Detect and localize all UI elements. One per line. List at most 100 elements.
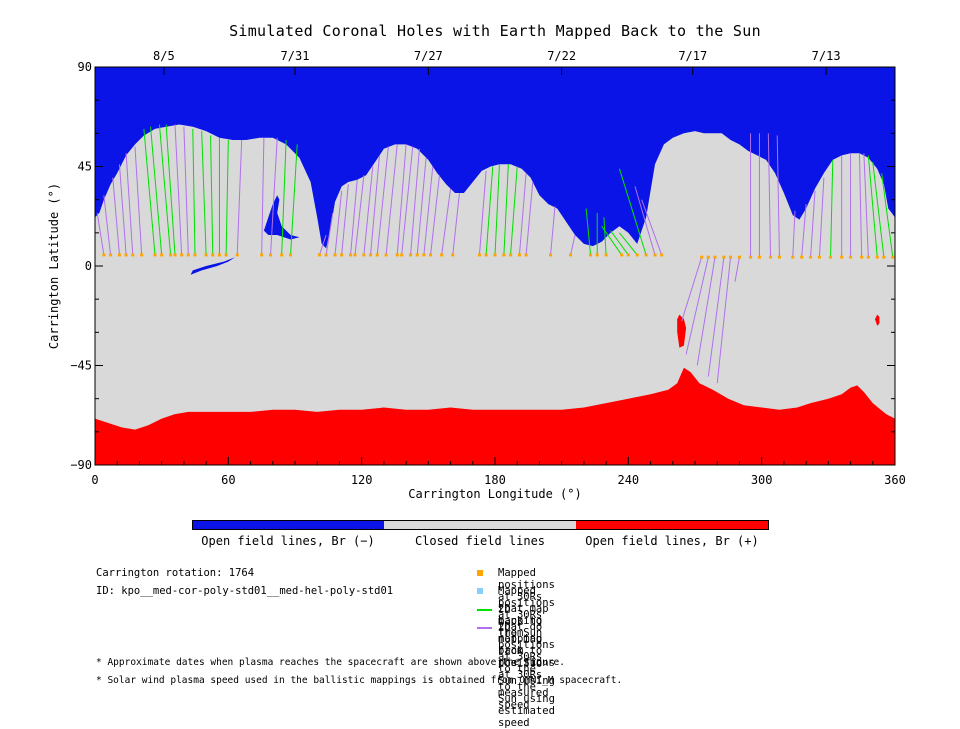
mapped-position-point xyxy=(502,253,506,257)
mapped-position-point xyxy=(280,253,284,257)
estimated-mapping-line xyxy=(818,177,825,258)
mapped-position-point xyxy=(849,255,853,259)
colorbar-frame xyxy=(192,520,769,530)
colorbar-label-open-negative: Open field lines, Br (−) xyxy=(201,534,375,548)
measured-mapping-line xyxy=(143,128,156,255)
mapped-position-point xyxy=(269,253,273,257)
mapped-position-point xyxy=(400,253,404,257)
estimated-mapping-line xyxy=(354,175,365,255)
mapped-position-point xyxy=(595,253,599,257)
estimated-mapping-line xyxy=(341,184,349,255)
colorbar-open-negative xyxy=(192,520,384,529)
measured-mapping-line xyxy=(830,159,834,258)
mapped-position-point xyxy=(153,253,157,257)
estimated-mapping-line xyxy=(112,177,120,255)
measured-mapping-line xyxy=(225,139,229,255)
measured-mapping-line xyxy=(867,155,878,258)
mapped-position-point xyxy=(875,255,879,259)
mapped-position-point xyxy=(117,253,121,257)
mapped-position-point xyxy=(817,255,821,259)
mapped-position-point xyxy=(749,255,753,259)
mapped-position-point xyxy=(660,253,664,257)
mapped-position-point xyxy=(635,253,639,257)
mapped-position-point xyxy=(124,253,128,257)
legend-measured-label: 2D mapping from positions at 30Rs to the… xyxy=(498,603,555,711)
estimated-mapping-line xyxy=(792,210,796,258)
estimated-mapping-line xyxy=(174,124,183,255)
estimated-mapping-line xyxy=(810,190,816,258)
legend-unmapped-label: Mapped positions at 30Rs that do not map… xyxy=(498,585,555,669)
mapped-position-point xyxy=(722,255,726,259)
mapped-position-point xyxy=(569,253,573,257)
mapped-position-point xyxy=(509,253,513,257)
estimated-mapping-line xyxy=(261,137,265,255)
mapped-position-point xyxy=(484,253,488,257)
measured-mapping-line xyxy=(881,173,894,258)
mapped-position-point xyxy=(109,253,113,257)
mapped-position-point xyxy=(757,255,761,259)
mapped-position-point xyxy=(800,255,804,259)
mapped-position-point xyxy=(840,255,844,259)
estimated-mapping-line xyxy=(801,204,807,258)
mapped-position-point xyxy=(644,253,648,257)
estimated-mapping-line xyxy=(570,234,576,256)
estimated-mapping-line xyxy=(385,144,398,255)
mapped-position-point xyxy=(102,253,106,257)
x-tick-label: 240 xyxy=(617,473,639,487)
footnote-speed: * Solar wind plasma speed used in the ba… xyxy=(96,675,623,686)
colorbar-label-closed: Closed field lines xyxy=(414,534,546,548)
mapped-position-point xyxy=(549,253,553,257)
mapped-position-point xyxy=(493,253,497,257)
negative-coronal-hole xyxy=(263,195,300,240)
measured-mapping-line xyxy=(158,124,172,255)
estimated-mapping-line xyxy=(134,146,143,255)
mapped-position-point xyxy=(706,255,710,259)
measured-mapping-line xyxy=(601,225,623,256)
mapped-position-point xyxy=(193,253,197,257)
carrington-rotation: Carrington rotation: 1764 xyxy=(96,567,255,579)
estimated-mapping-line xyxy=(183,126,189,255)
date-tick-label: 7/27 xyxy=(414,49,443,63)
mapped-position-point xyxy=(791,255,795,259)
mapped-position-point xyxy=(362,253,366,257)
negative-coronal-hole xyxy=(532,153,547,163)
mapped-position-point xyxy=(589,253,593,257)
estimated-mapping-line xyxy=(707,257,725,377)
mapped-position-point xyxy=(173,253,177,257)
mapped-position-point xyxy=(422,253,426,257)
mapped-position-point xyxy=(260,253,264,257)
estimated-mapping-line xyxy=(118,164,127,255)
measured-mapping-line xyxy=(210,135,214,255)
mapped-position-point xyxy=(653,253,657,257)
date-tick-label: 7/13 xyxy=(812,49,841,63)
mapped-position-point xyxy=(415,253,419,257)
mapped-position-point xyxy=(604,253,608,257)
estimated-mapping-line xyxy=(641,199,663,256)
mapped-position-point xyxy=(217,253,221,257)
measured-mapping-line xyxy=(510,166,518,255)
measured-mapping-line xyxy=(485,166,494,255)
measured-mapping-line xyxy=(192,128,196,255)
estimated-mapping-line xyxy=(103,195,112,255)
mapped-position-point xyxy=(620,253,624,257)
mapped-position-point xyxy=(866,255,870,259)
measured-mapping-line xyxy=(610,230,629,256)
chart-title: Simulated Coronal Holes with Earth Mappe… xyxy=(229,22,761,40)
mapped-position-point xyxy=(891,255,895,259)
legend-mapped-label: Mapped positions at 30Rs that map back t… xyxy=(498,567,555,639)
x-tick-label: 120 xyxy=(351,473,373,487)
mapped-position-point xyxy=(769,255,773,259)
estimated-mapping-line xyxy=(430,175,440,255)
estimated-mapping-line xyxy=(858,153,863,258)
estimated-mapping-line xyxy=(716,257,732,384)
measured-mapping-line xyxy=(503,164,509,255)
estimated-mapping-line xyxy=(441,188,452,256)
measured-mapping-line xyxy=(494,164,500,255)
legend-estimated-label: 2D mapping from positions at 30Rs to the… xyxy=(498,621,555,729)
measured-mapping-line xyxy=(290,144,298,255)
measured-mapping-line xyxy=(281,139,287,255)
measured-mapping-line xyxy=(165,124,176,255)
estimated-mapping-line xyxy=(525,181,534,255)
measured-mapping-line xyxy=(603,217,607,255)
estimated-mapping-line xyxy=(776,135,780,258)
